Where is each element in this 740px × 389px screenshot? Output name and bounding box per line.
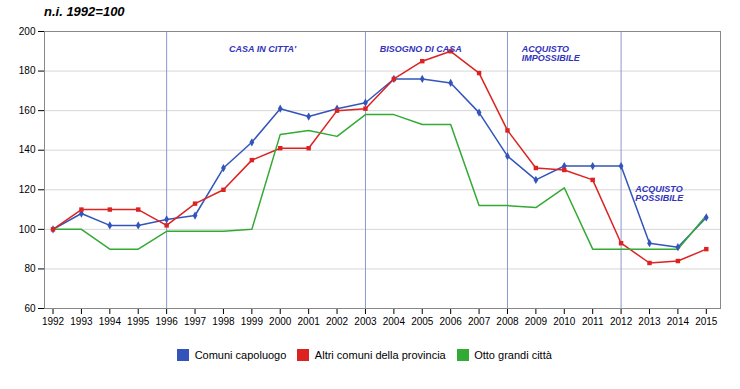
- svg-text:140: 140: [19, 144, 36, 155]
- svg-text:200: 200: [19, 26, 36, 37]
- svg-text:120: 120: [19, 184, 36, 195]
- svg-text:100: 100: [19, 224, 36, 235]
- svg-text:2012: 2012: [610, 316, 633, 327]
- svg-text:ACQUISTOPOSSIBILE: ACQUISTOPOSSIBILE: [634, 184, 684, 203]
- svg-text:BISOGNO DI CASA: BISOGNO DI CASA: [380, 44, 462, 54]
- svg-text:2015: 2015: [695, 316, 718, 327]
- svg-text:2001: 2001: [298, 316, 321, 327]
- svg-text:2000: 2000: [269, 316, 292, 327]
- html-text:Altri comuni della provincia: Altri comuni della provincia: [314, 348, 446, 361]
- html-text:Otto grandi città: Otto grandi città: [474, 348, 552, 361]
- svg-text:2003: 2003: [354, 316, 377, 327]
- svg-text:2009: 2009: [525, 316, 548, 327]
- svg-text:1994: 1994: [99, 316, 122, 327]
- svg-text:2006: 2006: [440, 316, 463, 327]
- svg-text:1995: 1995: [127, 316, 150, 327]
- svg-text:1993: 1993: [70, 316, 93, 327]
- svg-text:1996: 1996: [156, 316, 179, 327]
- svg-text:80: 80: [24, 263, 36, 274]
- svg-text:2004: 2004: [383, 316, 406, 327]
- svg-text:2007: 2007: [468, 316, 491, 327]
- svg-text:1992: 1992: [42, 316, 65, 327]
- svg-text:160: 160: [19, 105, 36, 116]
- svg-text:2005: 2005: [411, 316, 434, 327]
- svg-text:2002: 2002: [326, 316, 349, 327]
- svg-text:1999: 1999: [241, 316, 264, 327]
- svg-text:2010: 2010: [553, 316, 576, 327]
- html-text:n.i. 1992=100: n.i. 1992=100: [44, 4, 125, 19]
- svg-text:180: 180: [19, 65, 36, 76]
- svg-text:ACQUISTOIMPOSSIBILE: ACQUISTOIMPOSSIBILE: [521, 44, 581, 63]
- svg-text:1998: 1998: [212, 316, 235, 327]
- svg-text:2008: 2008: [496, 316, 519, 327]
- svg-text:1997: 1997: [184, 316, 207, 327]
- svg-text:2014: 2014: [667, 316, 690, 327]
- svg-text:2011: 2011: [582, 316, 604, 327]
- svg-text:2013: 2013: [638, 316, 661, 327]
- svg-text:CASA IN CITTA': CASA IN CITTA': [229, 44, 297, 54]
- svg-text:60: 60: [24, 303, 36, 314]
- html-text:Comuni capoluogo: Comuni capoluogo: [194, 348, 287, 361]
